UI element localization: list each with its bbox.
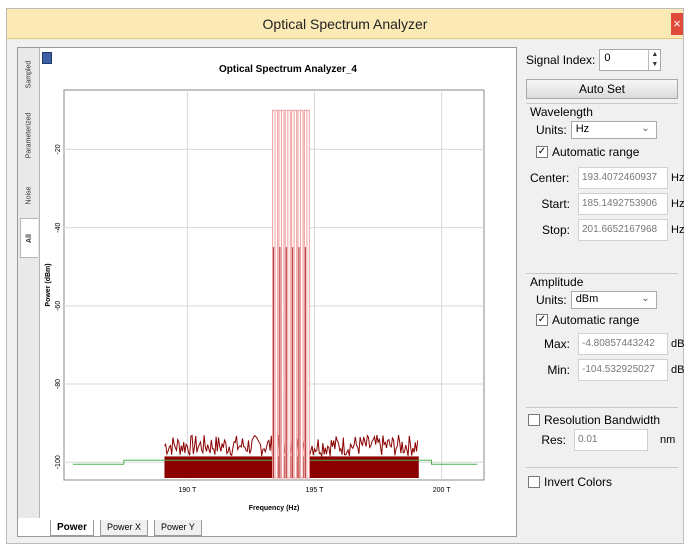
res-field[interactable]: 0.01 — [574, 429, 648, 451]
spectrum-plot[interactable]: 190 T 195 T 200 T -20 -40 -60 -80 -100 Frequen… — [40, 78, 516, 518]
resolution-bandwidth-label: Resolution Bandwidth — [544, 413, 661, 427]
amplitude-units-label: Units: — [536, 293, 567, 307]
amplitude-auto-range-checkbox[interactable]: ✓ — [536, 314, 548, 326]
x-ticks: 190 T 195 T 200 T — [178, 487, 451, 494]
x-tick-label: 195 T — [306, 487, 324, 494]
tab-sampled[interactable]: Sampled — [25, 60, 33, 88]
settings-panel: Signal Index: 0 ▲ ▼ Auto Set Wavelength U… — [522, 47, 684, 537]
close-icon[interactable]: × — [671, 13, 683, 35]
y-ticks: -20 -40 -60 -80 -100 — [55, 144, 62, 469]
tab-noise[interactable]: Noise — [25, 186, 33, 204]
stop-label: Stop: — [541, 223, 570, 237]
auto-set-button[interactable]: Auto Set — [526, 79, 678, 99]
tab-power-x[interactable]: Power X — [100, 520, 149, 536]
y-tick-label: -60 — [55, 301, 62, 311]
res-unit: nm — [660, 434, 676, 446]
tab-power-y[interactable]: Power Y — [154, 520, 202, 536]
chevron-down-icon: ⌄ — [641, 293, 650, 304]
wavelength-units-label: Units: — [536, 123, 567, 137]
divider — [526, 273, 678, 274]
chart-title: Optical Spectrum Analyzer_4 — [218, 64, 357, 75]
center-label: Center: — [530, 171, 570, 185]
y-tick-label: -40 — [55, 222, 62, 232]
tab-parameterized[interactable]: Parameterized — [25, 112, 33, 158]
signal-index-label: Signal Index: — [526, 53, 596, 67]
start-field[interactable]: 185.1492753906 — [578, 193, 668, 215]
invert-colors-label: Invert Colors — [544, 475, 613, 489]
amplitude-units-select[interactable]: dBm ⌄ — [570, 291, 657, 309]
noise-floor-trace — [164, 434, 419, 458]
x-tick-label: 190 T — [178, 487, 196, 494]
signal-index-value: 0 — [604, 52, 611, 64]
y-tick-label: -20 — [55, 144, 62, 154]
invert-colors-checkbox[interactable] — [528, 476, 540, 488]
amplitude-auto-range-label: Automatic range — [552, 313, 640, 327]
y-tick-label: -80 — [55, 379, 62, 389]
view-tabs: All Noise Parameterized Sampled — [18, 48, 40, 518]
max-field[interactable]: -4.80857443242 — [578, 333, 668, 355]
y-tick-label: -100 — [55, 455, 62, 469]
min-field[interactable]: -104.532925027 — [578, 359, 668, 381]
amplitude-title: Amplitude — [530, 275, 584, 289]
start-label: Start: — [541, 197, 570, 211]
max-unit: dBm — [671, 338, 684, 350]
min-unit: dBm — [671, 364, 684, 376]
center-field[interactable]: 193.4072460937 — [578, 167, 668, 189]
signal-index-spinner[interactable]: 0 ▲ ▼ — [599, 49, 662, 71]
x-axis-label: Frequency (Hz) — [249, 505, 300, 512]
divider — [526, 103, 678, 104]
res-label: Res: — [541, 433, 566, 447]
divider — [526, 467, 678, 468]
y-axis-label: Power (dBm) — [45, 263, 52, 306]
max-label: Max: — [543, 337, 570, 351]
signal-channels — [272, 109, 310, 479]
chevron-down-icon: ⌄ — [641, 123, 650, 134]
divider — [526, 407, 678, 408]
wavelength-auto-range-checkbox[interactable]: ✓ — [536, 146, 548, 158]
stop-unit: Hz — [671, 224, 684, 236]
stop-field[interactable]: 201.6652167968 — [578, 219, 668, 241]
osa-window: Optical Spectrum Analyzer × All Noise Pa… — [6, 8, 684, 544]
resolution-bandwidth-checkbox[interactable] — [528, 414, 540, 426]
window-title: Optical Spectrum Analyzer — [262, 16, 428, 32]
spinner-arrows-icon[interactable]: ▲ ▼ — [648, 50, 660, 70]
title-bar[interactable]: Optical Spectrum Analyzer × — [7, 9, 683, 39]
graph-icon[interactable] — [42, 52, 52, 64]
wavelength-title: Wavelength — [530, 105, 593, 119]
tab-all[interactable]: All — [20, 218, 38, 258]
graph-pane: All Noise Parameterized Sampled Optical … — [17, 47, 517, 537]
tab-power[interactable]: Power — [50, 520, 95, 536]
wavelength-auto-range-label: Automatic range — [552, 145, 640, 159]
x-tick-label: 200 T — [433, 487, 451, 494]
center-unit: Hz — [671, 172, 684, 184]
wavelength-units-select[interactable]: Hz ⌄ — [570, 121, 657, 139]
start-unit: Hz — [671, 198, 684, 210]
min-label: Min: — [547, 363, 570, 377]
